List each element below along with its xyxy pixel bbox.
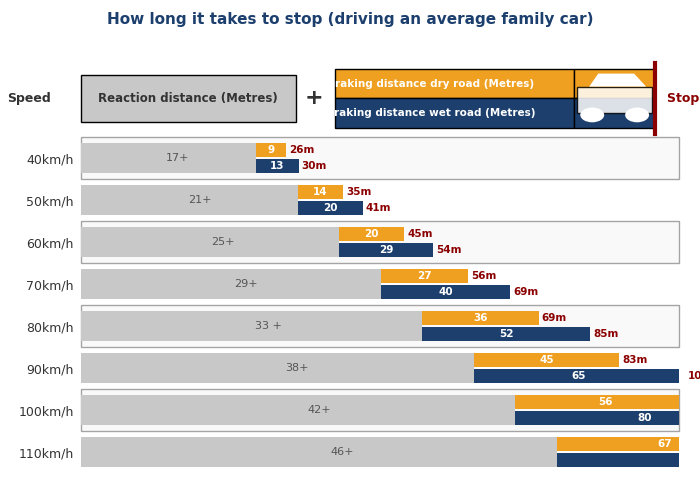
Text: 83m: 83m: [623, 355, 648, 365]
Text: 41m: 41m: [366, 203, 391, 213]
Bar: [256, 159, 298, 173]
Text: 45: 45: [540, 355, 554, 365]
Text: 20: 20: [365, 229, 379, 239]
Bar: [422, 311, 538, 325]
Bar: [474, 369, 684, 383]
Text: 69m: 69m: [513, 287, 538, 297]
Text: 103m: 103m: [687, 371, 700, 381]
Text: 45m: 45m: [407, 229, 433, 239]
Bar: [340, 244, 433, 257]
Text: 67: 67: [658, 439, 673, 449]
Bar: [556, 437, 700, 451]
Text: 26m: 26m: [289, 145, 314, 155]
Text: 46+: 46+: [330, 447, 354, 457]
Bar: [80, 269, 381, 299]
Text: 85m: 85m: [594, 329, 619, 339]
FancyBboxPatch shape: [80, 75, 296, 122]
Bar: [381, 285, 510, 299]
FancyBboxPatch shape: [80, 389, 679, 431]
FancyBboxPatch shape: [574, 98, 655, 128]
Bar: [381, 269, 468, 283]
Text: Speed: Speed: [7, 92, 50, 105]
Text: 35m: 35m: [346, 187, 372, 197]
Bar: [298, 185, 343, 199]
Text: 42+: 42+: [308, 405, 332, 415]
Polygon shape: [589, 74, 646, 87]
Text: Braking distance wet road (Metres): Braking distance wet road (Metres): [326, 108, 536, 118]
Text: 65: 65: [572, 371, 587, 381]
FancyBboxPatch shape: [80, 221, 679, 263]
Bar: [340, 227, 404, 241]
Bar: [515, 411, 700, 425]
Text: 29+: 29+: [234, 279, 258, 289]
Bar: [80, 311, 422, 341]
Bar: [80, 227, 340, 257]
Text: 38+: 38+: [285, 363, 309, 373]
Text: 80: 80: [638, 413, 652, 423]
Text: Reaction distance (Metres): Reaction distance (Metres): [99, 92, 278, 105]
Text: 25+: 25+: [211, 237, 235, 247]
Text: 56m: 56m: [471, 271, 497, 281]
Text: 13: 13: [270, 161, 285, 171]
Bar: [80, 143, 256, 173]
FancyBboxPatch shape: [574, 69, 655, 98]
Bar: [80, 353, 474, 383]
Text: 69m: 69m: [542, 313, 567, 323]
Text: 9: 9: [267, 145, 274, 155]
FancyBboxPatch shape: [335, 98, 574, 128]
Text: 56: 56: [598, 397, 613, 407]
Text: +: +: [304, 89, 323, 108]
Text: 33 +: 33 +: [255, 321, 282, 331]
Text: 30m: 30m: [302, 161, 327, 171]
Text: Braking distance dry road (Metres): Braking distance dry road (Metres): [327, 79, 534, 89]
Ellipse shape: [625, 108, 649, 123]
Text: 14: 14: [313, 187, 328, 197]
FancyBboxPatch shape: [335, 69, 574, 98]
Text: 40: 40: [438, 287, 453, 297]
Text: 21+: 21+: [188, 195, 212, 205]
FancyBboxPatch shape: [80, 137, 679, 179]
Bar: [256, 143, 286, 157]
FancyBboxPatch shape: [80, 305, 679, 347]
Bar: [80, 396, 515, 425]
Bar: [515, 396, 696, 409]
Text: 20: 20: [323, 203, 337, 213]
Text: 27: 27: [417, 271, 432, 281]
Text: 29: 29: [379, 245, 393, 255]
Text: How long it takes to stop (driving an average family car): How long it takes to stop (driving an av…: [106, 12, 594, 27]
Text: 54m: 54m: [436, 245, 462, 255]
Ellipse shape: [580, 108, 604, 123]
Text: 52: 52: [499, 329, 514, 339]
Bar: [80, 185, 298, 215]
Bar: [474, 353, 620, 367]
Bar: [298, 201, 363, 215]
Text: 17+: 17+: [165, 153, 189, 163]
Bar: [556, 453, 700, 467]
Bar: [422, 327, 590, 341]
Text: 36: 36: [473, 313, 488, 323]
FancyBboxPatch shape: [578, 87, 652, 113]
Text: Stopping distance: Stopping distance: [667, 92, 700, 105]
Bar: [80, 437, 556, 467]
